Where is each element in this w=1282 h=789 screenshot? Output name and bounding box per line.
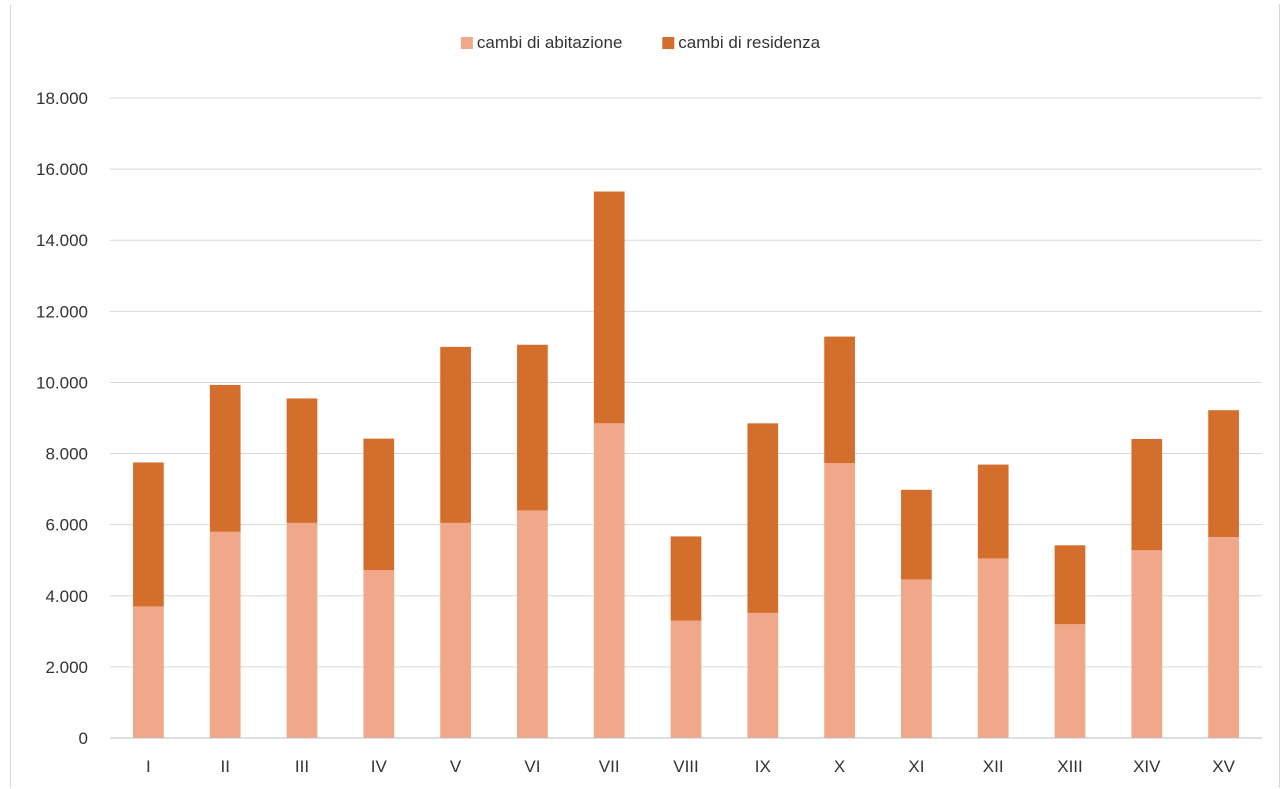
- legend-label: cambi di abitazione: [477, 33, 623, 52]
- bar-segment-residenza: [517, 344, 548, 511]
- axis-layer: 0 2.000 4.000 6.000 8.000 10.000 12.000 14.000 1…: [36, 89, 1262, 776]
- bar-segment-abitazione: [440, 522, 471, 738]
- bar-segment-abitazione: [1208, 537, 1239, 738]
- bar-segment-residenza: [901, 489, 932, 580]
- x-tick-label: VI: [524, 757, 540, 776]
- x-tick-label: XII: [983, 757, 1004, 776]
- y-tick-label: 8.000: [45, 445, 88, 464]
- bar-segment-abitazione: [286, 522, 318, 738]
- bar-segment-abitazione: [747, 612, 779, 738]
- bar-segment-abitazione: [517, 510, 548, 738]
- bar-segment-residenza: [824, 336, 855, 464]
- bar-segment-residenza: [1054, 545, 1086, 625]
- x-tick-label: XIV: [1133, 757, 1161, 776]
- x-tick-label: XV: [1212, 757, 1235, 776]
- legend-swatch: [460, 37, 473, 49]
- chart-frame: [10, 4, 1280, 788]
- x-tick-label: X: [834, 757, 845, 776]
- bar-segment-abitazione: [1054, 624, 1086, 738]
- x-tick-label: VII: [599, 757, 620, 776]
- bar-segment-residenza: [977, 464, 1009, 559]
- bar-segment-abitazione: [901, 579, 932, 738]
- bar-segment-abitazione: [1131, 550, 1163, 738]
- x-tick-label: IX: [755, 757, 771, 776]
- bar-segment-residenza: [1208, 410, 1239, 538]
- x-tick-label: III: [295, 757, 309, 776]
- bar-segment-residenza: [133, 462, 164, 607]
- bar-segment-residenza: [209, 384, 241, 532]
- y-tick-label: 2.000: [45, 658, 88, 677]
- x-tick-label: I: [146, 757, 151, 776]
- bar-segment-residenza: [363, 438, 395, 571]
- y-tick-label: 18.000: [36, 89, 88, 108]
- y-tick-label: 14.000: [36, 231, 88, 250]
- bar-segment-abitazione: [209, 531, 241, 738]
- legend-label: cambi di residenza: [678, 33, 820, 52]
- bar-segment-abitazione: [670, 620, 702, 738]
- y-tick-label: 4.000: [45, 587, 88, 606]
- y-tick-label: 12.000: [36, 302, 88, 321]
- bar-segment-residenza: [1131, 438, 1163, 551]
- x-tick-label: II: [220, 757, 229, 776]
- bar-segment-residenza: [440, 346, 471, 523]
- bar-segment-abitazione: [133, 606, 164, 738]
- bar-segment-residenza: [593, 191, 625, 424]
- bars-layer: [133, 191, 1239, 738]
- y-tick-label: 10.000: [36, 373, 88, 392]
- legend: cambi di abitazione cambi di residenza: [460, 33, 821, 52]
- x-tick-label: XI: [908, 757, 924, 776]
- x-tick-label: XIII: [1057, 757, 1083, 776]
- y-tick-label: 16.000: [36, 160, 88, 179]
- bar-segment-residenza: [747, 423, 779, 613]
- y-tick-label: 6.000: [45, 516, 88, 535]
- x-tick-label: VIII: [673, 757, 699, 776]
- bar-segment-abitazione: [977, 558, 1009, 738]
- y-tick-label: 0: [79, 729, 88, 748]
- bar-segment-abitazione: [593, 423, 625, 738]
- bar-segment-residenza: [670, 536, 702, 621]
- bar-segment-abitazione: [363, 570, 395, 738]
- bar-segment-abitazione: [824, 463, 855, 738]
- x-tick-label: IV: [371, 757, 388, 776]
- x-tick-label: V: [450, 757, 462, 776]
- legend-swatch: [662, 37, 675, 49]
- bar-segment-residenza: [286, 398, 318, 523]
